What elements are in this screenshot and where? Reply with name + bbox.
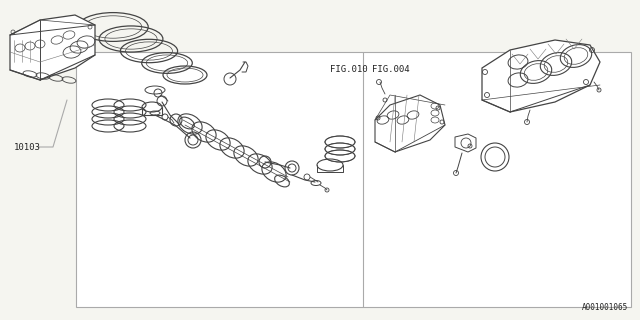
Text: FIG.010: FIG.010 bbox=[330, 65, 367, 74]
Polygon shape bbox=[375, 95, 445, 152]
Text: FIG.004: FIG.004 bbox=[372, 65, 410, 74]
Polygon shape bbox=[482, 40, 600, 112]
Text: 10103: 10103 bbox=[14, 142, 41, 151]
Bar bbox=[76, 52, 631, 307]
Polygon shape bbox=[10, 15, 95, 80]
Polygon shape bbox=[455, 134, 476, 152]
Text: A001001065: A001001065 bbox=[582, 303, 628, 312]
